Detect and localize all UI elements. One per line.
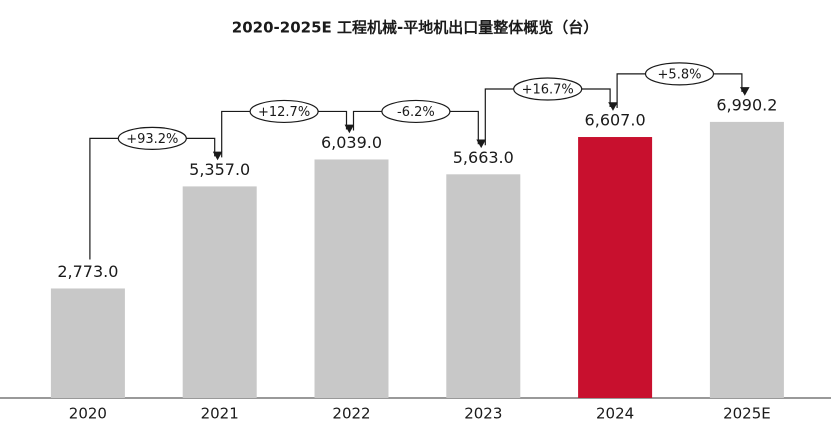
x-tick-label: 2020	[69, 405, 107, 423]
chart-title: 2020-2025E 工程机械-平地机出口量整体概览（台）	[232, 19, 598, 37]
growth-pill	[381, 99, 451, 124]
x-tick-label: 2022	[332, 405, 370, 423]
growth-pill	[513, 77, 583, 101]
growth-label: +5.8%	[658, 67, 702, 82]
x-tick-label: 2025E	[723, 405, 771, 423]
bar	[314, 159, 389, 398]
bar	[182, 186, 257, 398]
value-label: 5,663.0	[453, 148, 514, 167]
growth-label: +12.7%	[258, 105, 310, 120]
growth-label: -6.2%	[397, 105, 435, 120]
bar	[578, 137, 653, 398]
x-tick-label: 2021	[201, 405, 239, 423]
growth-pill	[249, 99, 319, 124]
value-label: 6,039.0	[321, 133, 382, 152]
growth-pill	[644, 62, 715, 86]
value-label: 2,773.0	[57, 262, 118, 281]
x-tick-label: 2024	[596, 405, 634, 423]
x-tick-label: 2023	[464, 405, 502, 423]
growth-label: +93.2%	[126, 132, 178, 147]
value-label: 6,607.0	[585, 111, 646, 130]
value-label: 6,990.2	[716, 95, 777, 114]
growth-label: +16.7%	[522, 83, 574, 98]
value-label: 5,357.0	[189, 160, 250, 179]
bar	[446, 174, 521, 398]
bar	[50, 288, 125, 398]
growth-pill	[117, 126, 187, 150]
bar	[709, 121, 784, 399]
